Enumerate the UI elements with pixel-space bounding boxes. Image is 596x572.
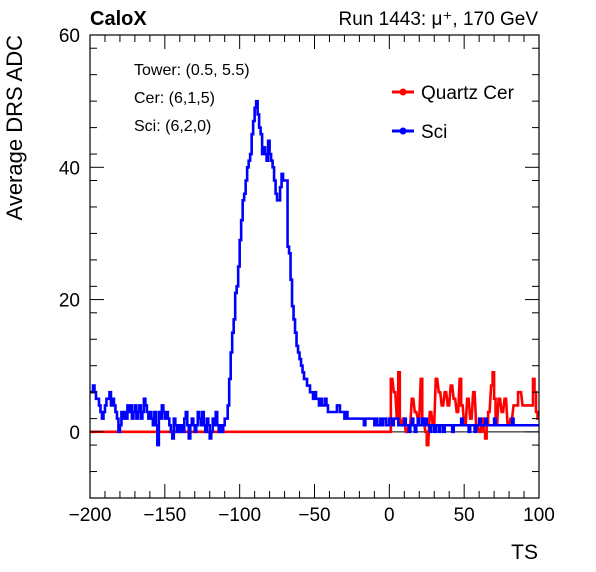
- info-line-sci: Sci: (6,2,0): [134, 118, 211, 135]
- legend-sci-label: Sci: [421, 122, 447, 143]
- y-tick-label: 20: [59, 291, 80, 312]
- x-tick-label: 100: [523, 505, 555, 526]
- series-line-sci: [90, 99, 539, 447]
- x-tick-label: −100: [218, 505, 261, 526]
- plot-area: [89, 34, 540, 499]
- x-tick-labels: −200 −150 −100 −50 0 50 100: [69, 505, 555, 526]
- legend: Quartz Cer Sci: [392, 83, 515, 143]
- y-tick-label: 0: [69, 423, 80, 444]
- experiment-label: CaloX: [90, 8, 147, 30]
- x-tick-label: −50: [298, 505, 330, 526]
- info-line-tower: Tower: (0.5, 5.5): [134, 62, 250, 79]
- x-axis-label: TS: [511, 541, 538, 564]
- x-tick-label: −150: [143, 505, 186, 526]
- run-info-label: Run 1443: μ⁺, 170 GeV: [339, 9, 539, 30]
- info-line-cer: Cer: (6,1,5): [134, 90, 215, 107]
- x-tick-label: −200: [69, 505, 112, 526]
- series-layer: [90, 99, 539, 447]
- legend-quartz-marker: [399, 88, 407, 96]
- tick-layer: [89, 34, 540, 499]
- y-tick-label: 60: [59, 26, 80, 47]
- legend-sci-marker: [399, 127, 407, 135]
- x-tick-label: 50: [454, 505, 475, 526]
- legend-quartz-label: Quartz Cer: [421, 83, 515, 104]
- info-box: Tower: (0.5, 5.5) Cer: (6,1,5) Sci: (6,2…: [134, 62, 250, 135]
- y-tick-label: 40: [59, 158, 80, 179]
- y-tick-labels: 0 20 40 60: [59, 26, 80, 444]
- x-tick-label: 0: [384, 505, 395, 526]
- y-axis-label: Average DRS ADC: [2, 35, 27, 221]
